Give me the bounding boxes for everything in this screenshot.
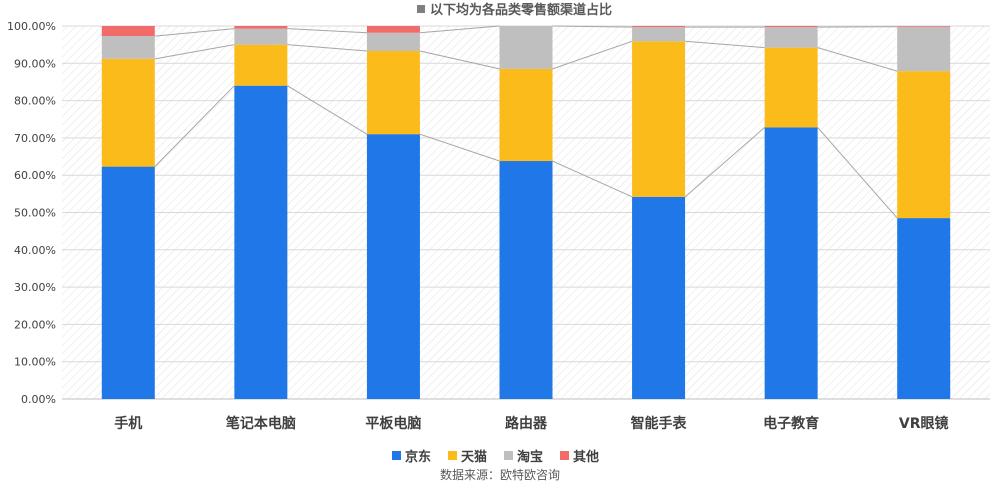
bar-segment: [500, 69, 553, 161]
bar-segment: [765, 27, 818, 48]
y-tick-label: 70.00%: [14, 132, 56, 145]
bar-segment: [897, 27, 950, 71]
legend-item: 淘宝: [504, 449, 543, 465]
bar-segment: [367, 33, 420, 51]
bar-segment: [102, 59, 155, 167]
y-tick-label: 60.00%: [14, 169, 56, 182]
legend-label: 天猫: [461, 449, 487, 465]
y-tick-label: 0.00%: [21, 393, 56, 406]
bar-segment: [897, 71, 950, 218]
bar-segment: [500, 161, 553, 399]
bar-segment: [632, 26, 685, 27]
legend-item: 京东: [392, 449, 431, 465]
bar-segment: [632, 41, 685, 197]
bar-segment: [765, 48, 818, 128]
y-tick-label: 10.00%: [14, 356, 56, 369]
x-tick-label: 手机: [114, 415, 142, 432]
y-tick-label: 100.00%: [7, 20, 56, 33]
legend-label: 其他: [573, 449, 599, 465]
bar-segment: [500, 26, 553, 69]
y-tick-label: 20.00%: [14, 318, 56, 331]
bar-segment: [765, 26, 818, 27]
bar-segment: [897, 26, 950, 27]
legend-label: 京东: [405, 449, 431, 465]
y-tick-label: 80.00%: [14, 95, 56, 108]
bar-segment: [632, 197, 685, 399]
y-tick-label: 90.00%: [14, 57, 56, 70]
legend-item: 其他: [560, 449, 599, 465]
bar-segment: [234, 26, 287, 29]
legend-item: 天猫: [448, 449, 487, 465]
bar-segment: [367, 26, 420, 33]
chart-title-text: 以下均为各品类零售额渠道占比: [430, 2, 612, 18]
x-tick-label: 笔记本电脑: [226, 415, 296, 432]
y-tick-label: 50.00%: [14, 207, 56, 220]
legend-swatch: [392, 451, 401, 460]
x-tick-label: VR眼镜: [899, 415, 949, 432]
source-note: 数据来源：欧特欧咨询: [440, 467, 560, 482]
y-tick-label: 40.00%: [14, 244, 56, 257]
bar-segment: [897, 218, 950, 399]
x-tick-label: 路由器: [505, 415, 548, 432]
bar-segment: [102, 26, 155, 36]
x-axis-ticks: 手机 笔记本电脑 平板电脑 路由器 智能手表 电子教育 VR眼镜: [114, 415, 948, 432]
x-tick-label: 电子教育: [763, 415, 819, 432]
y-tick-label: 30.00%: [14, 281, 56, 294]
legend-label: 淘宝: [517, 449, 543, 465]
bar-segment: [234, 29, 287, 45]
bar-segment: [234, 45, 287, 86]
title-marker-icon: [417, 5, 425, 13]
bar-segment: [102, 36, 155, 59]
bar-segment: [765, 127, 818, 399]
x-tick-label: 平板电脑: [365, 415, 421, 432]
legend-swatch: [448, 451, 457, 460]
y-axis-ticks: 0.00% 10.00% 20.00% 30.00% 40.00% 50.00% 60.00…: [7, 20, 56, 406]
legend-swatch: [560, 451, 569, 460]
legend: 京东 天猫 淘宝 其他: [392, 449, 599, 465]
bar-segment: [367, 51, 420, 134]
chart-title: 以下均为各品类零售额渠道占比: [417, 2, 612, 18]
x-tick-label: 智能手表: [630, 415, 688, 432]
bar-segment: [102, 167, 155, 399]
bar-segment: [234, 86, 287, 399]
bar-segment: [632, 27, 685, 41]
bar-segment: [367, 134, 420, 399]
legend-swatch: [504, 451, 513, 460]
